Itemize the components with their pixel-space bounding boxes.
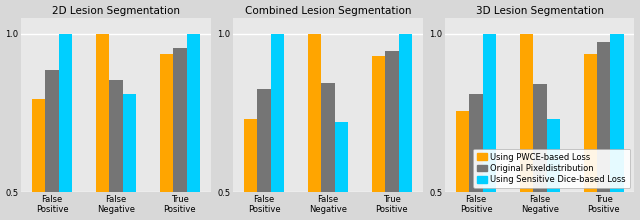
Bar — [45, 70, 59, 220]
Bar — [385, 51, 399, 220]
Bar — [308, 34, 321, 220]
Bar — [244, 119, 257, 220]
Bar — [321, 83, 335, 220]
Bar — [399, 34, 412, 220]
Bar — [483, 34, 496, 220]
Legend: Using PWCE-based Loss, Original Pixeldistribution, Using Sensitive Dice-based Lo: Using PWCE-based Loss, Original Pixeldis… — [473, 148, 630, 188]
Bar — [109, 80, 123, 220]
Bar — [271, 34, 284, 220]
Title: 2D Lesion Segmentation: 2D Lesion Segmentation — [52, 6, 180, 16]
Bar — [123, 94, 136, 220]
Bar — [547, 119, 560, 220]
Bar — [372, 56, 385, 220]
Bar — [187, 34, 200, 220]
Bar — [533, 84, 547, 220]
Title: 3D Lesion Segmentation: 3D Lesion Segmentation — [476, 6, 604, 16]
Bar — [59, 34, 72, 220]
Bar — [96, 34, 109, 220]
Bar — [469, 94, 483, 220]
Title: Combined Lesion Segmentation: Combined Lesion Segmentation — [244, 6, 412, 16]
Bar — [257, 89, 271, 220]
Bar — [520, 34, 533, 220]
Bar — [456, 111, 469, 220]
Bar — [335, 123, 348, 220]
Bar — [32, 99, 45, 220]
Bar — [173, 48, 187, 220]
Bar — [160, 54, 173, 220]
Bar — [584, 54, 597, 220]
Bar — [611, 34, 624, 220]
Bar — [597, 42, 611, 220]
